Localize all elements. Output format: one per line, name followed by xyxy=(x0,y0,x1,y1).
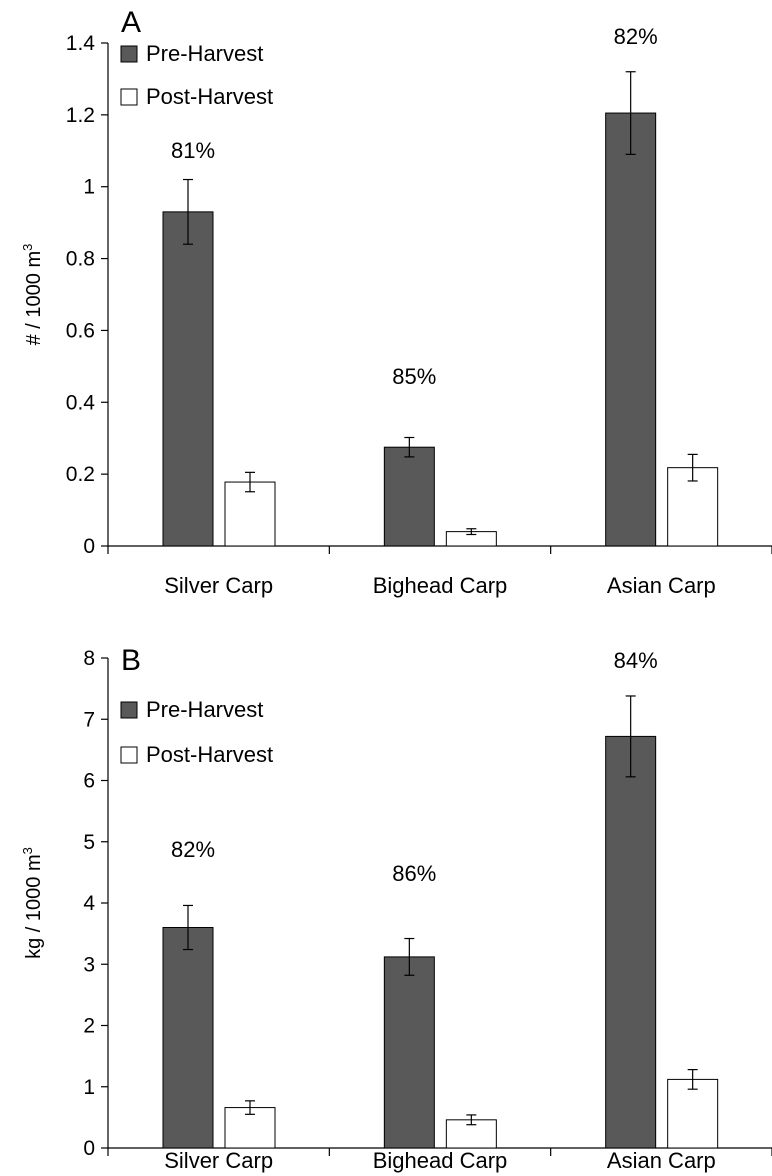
y-axis-label-superscript: 3 xyxy=(20,847,35,854)
y-tick-label: 0 xyxy=(83,1137,95,1160)
legend-label: Pre-Harvest xyxy=(146,41,263,66)
percent-annotation: 86% xyxy=(392,861,436,886)
y-tick-label: 1 xyxy=(83,1076,95,1099)
percent-annotation: 84% xyxy=(614,648,658,673)
y-tick-label: 3 xyxy=(83,953,95,976)
pre-harvest-bar-asian-carp xyxy=(605,735,657,1149)
panel-label: B xyxy=(121,644,141,677)
percent-annotation: 82% xyxy=(171,837,215,862)
x-category-label: Bighead Carp xyxy=(373,1148,508,1173)
chart-panel-a: 0 0.2 0.4 0.6 0.8 1 1.2 1.4 Silver Carp 81% Bighea… xyxy=(20,6,772,598)
chart-panel-b: 0 1 2 3 4 5 6 7 8 Silver Carp 82% Bighead Carp 86% As… xyxy=(20,644,772,1173)
panel-label: A xyxy=(121,6,141,39)
y-tick-label: 2 xyxy=(83,1015,95,1038)
pre-harvest-bar-silver-carp xyxy=(162,927,214,1149)
percent-annotation: 81% xyxy=(171,138,215,163)
y-tick-label: 1.2 xyxy=(66,104,95,127)
pre-harvest-bar-bighead-carp xyxy=(383,446,435,547)
y-tick-label: 5 xyxy=(83,831,95,854)
y-tick-label: 0.4 xyxy=(66,391,96,414)
percent-annotation: 82% xyxy=(614,24,658,49)
legend-label: Pre-Harvest xyxy=(146,697,263,722)
y-tick-label: 8 xyxy=(83,647,95,670)
legend-swatch-pre-harvest xyxy=(120,45,138,63)
x-category-label: Asian Carp xyxy=(607,1148,716,1173)
percent-annotation: 85% xyxy=(392,364,436,389)
x-category-label: Bighead Carp xyxy=(373,573,508,598)
legend-label: Post-Harvest xyxy=(146,742,273,767)
y-tick-label: 1.4 xyxy=(66,32,96,55)
y-tick-label: 0.2 xyxy=(66,463,95,486)
pre-harvest-bar-silver-carp xyxy=(162,211,214,547)
x-category-label: Silver Carp xyxy=(164,1148,273,1173)
pre-harvest-bar-bighead-carp xyxy=(383,956,435,1149)
legend-swatch-post-harvest xyxy=(120,746,138,764)
y-axis-label: # / 1000 m3 xyxy=(20,244,45,346)
x-category-label: Silver Carp xyxy=(164,573,273,598)
y-tick-label: 1 xyxy=(83,176,95,199)
post-harvest-bar-silver-carp xyxy=(224,481,276,547)
y-axis-label-main: # / 1000 m xyxy=(23,251,45,346)
x-category-label: Asian Carp xyxy=(607,573,716,598)
y-axis-label-superscript: 3 xyxy=(20,244,35,251)
y-tick-label: 0 xyxy=(83,535,95,558)
y-tick-label: 6 xyxy=(83,770,95,793)
legend-swatch-post-harvest xyxy=(120,88,138,106)
y-tick-label: 4 xyxy=(83,892,95,915)
y-axis-label: kg / 1000 m3 xyxy=(20,847,45,959)
y-tick-label: 7 xyxy=(83,708,95,731)
y-tick-label: 0.6 xyxy=(66,319,95,342)
legend-swatch-pre-harvest xyxy=(120,701,138,719)
y-tick-label: 0.8 xyxy=(66,248,95,271)
legend-label: Post-Harvest xyxy=(146,84,273,109)
pre-harvest-bar-asian-carp xyxy=(605,112,657,547)
y-axis-label-main: kg / 1000 m xyxy=(23,854,45,959)
